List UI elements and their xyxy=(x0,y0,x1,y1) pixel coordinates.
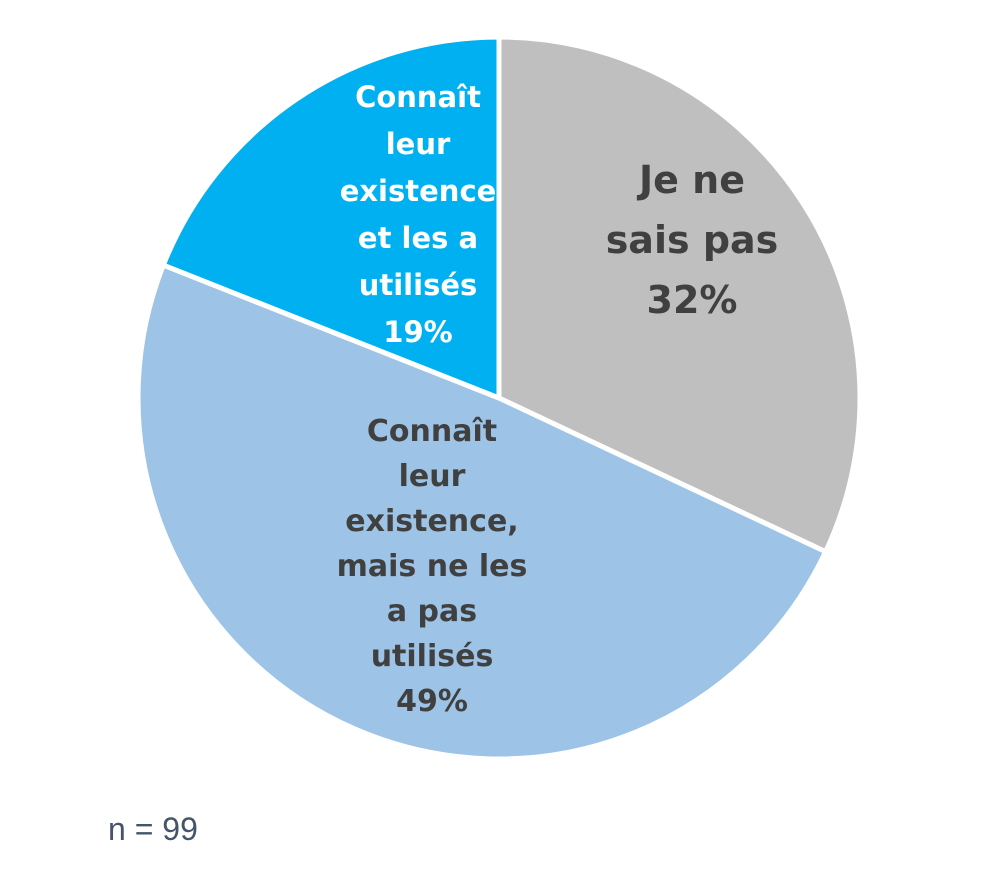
slice-value-label: 19% xyxy=(383,315,452,349)
slice-label-line: Connaît xyxy=(367,414,497,449)
slice-label-line: a pas xyxy=(387,594,477,629)
label-je-ne-sais-pas: Je ne sais pas 32% xyxy=(606,158,779,322)
slice-label-line: leur xyxy=(386,127,451,161)
slice-label-line: leur xyxy=(399,459,466,494)
slice-connait-pas-utilises xyxy=(135,262,829,762)
slice-label-line: existence, xyxy=(345,504,518,539)
label-connait-utilises: Connaît leur existence et les a utilisés 19% xyxy=(340,80,497,349)
slice-value-label: 32% xyxy=(647,278,738,322)
slice-value-label: 49% xyxy=(396,684,468,719)
slice-label-line: et les a xyxy=(358,221,478,255)
slice-label-line: existence xyxy=(340,174,497,208)
slice-connait-utilises xyxy=(160,34,502,401)
slice-label-line: utilisés xyxy=(359,268,478,302)
label-connait-pas-utilises: Connaît leur existence, mais ne les a pas uti… xyxy=(337,414,528,719)
slice-label-line: utilisés xyxy=(371,639,494,674)
sample-size-note: n = 99 xyxy=(108,811,198,847)
slice-label-line: mais ne les xyxy=(337,549,528,584)
slice-label-line: sais pas xyxy=(606,218,779,262)
slice-je-ne-sais-pas xyxy=(496,34,863,555)
slice-label-line: Je ne xyxy=(636,158,745,202)
slice-label-line: Connaît xyxy=(355,80,481,114)
